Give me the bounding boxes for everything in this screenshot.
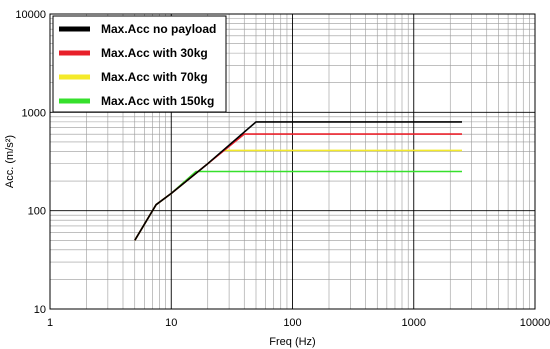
- legend-label: Max.Acc no payload: [101, 22, 216, 36]
- y-tick-label: 1000: [22, 107, 46, 119]
- x-axis-label: Freq (Hz): [269, 336, 315, 348]
- legend-box: [52, 15, 227, 113]
- x-tick-label: 1: [47, 317, 53, 329]
- x-tick-label: 1000: [402, 317, 426, 329]
- y-tick-labels: 10 100 1000 10000: [15, 9, 46, 316]
- legend: Max.Acc no payload Max.Acc with 30kg Max.A…: [52, 15, 227, 113]
- y-tick-label: 100: [28, 206, 46, 218]
- plot-frame: [49, 13, 536, 310]
- series-line-max-acc-with-150kg: [134, 170, 462, 241]
- y-axis-label: Acc. (m/s²): [4, 135, 16, 188]
- y-tick-label: 10000: [15, 9, 46, 21]
- y-tick-label: 10: [34, 304, 46, 316]
- legend-label: Max.Acc with 150kg: [101, 94, 214, 108]
- x-tick-labels: 1 10 100 1000 10000: [47, 317, 550, 329]
- x-tick-label: 100: [283, 317, 301, 329]
- legend-label: Max.Acc with 70kg: [101, 70, 208, 84]
- x-tick-label: 10: [165, 317, 177, 329]
- x-tick-label: 10000: [520, 317, 550, 329]
- series-layer: [134, 121, 462, 241]
- legend-label: Max.Acc with 30kg: [101, 46, 208, 60]
- series-line-max-acc-no-payload: [134, 121, 462, 241]
